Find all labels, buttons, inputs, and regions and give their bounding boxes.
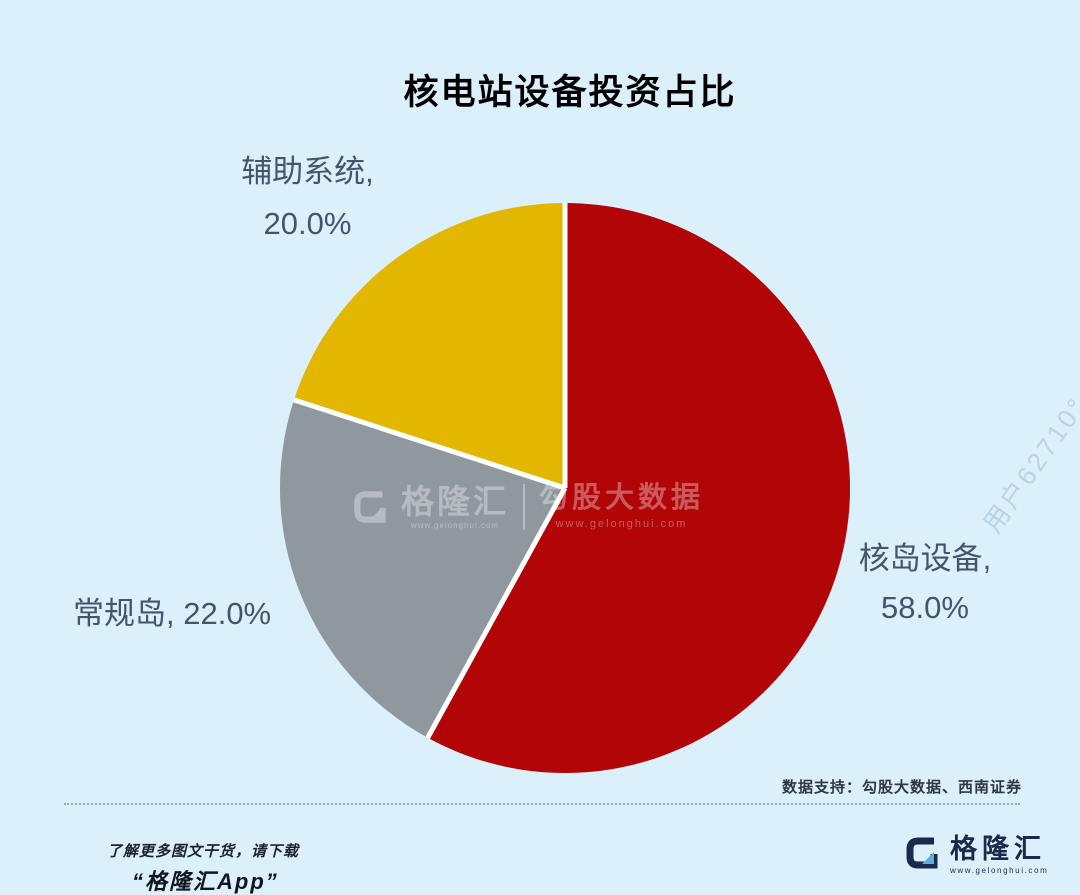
- footer-divider: [64, 803, 1020, 805]
- gelonghui-logo: 格隆汇 www.gelonghui.com: [903, 833, 1048, 875]
- promo-text: 了解更多图文干货，请下载: [107, 843, 300, 860]
- data-source-credit: 数据支持：勾股大数据、西南证券: [781, 779, 1022, 796]
- pie-slice-0: [427, 203, 851, 773]
- slice-label-auxiliary: 辅助系统, 20.0%: [175, 146, 440, 250]
- slice-label-nuclear-value: 58.0%: [881, 590, 969, 625]
- pie-slice-1: [280, 399, 565, 738]
- slice-label-auxiliary-value: 20.0%: [263, 206, 352, 241]
- chart-title: 核电站设备投资占比: [403, 73, 737, 112]
- slice-label-auxiliary-name: 辅助系统,: [241, 154, 374, 189]
- slice-label-nuclear: 核岛设备, 58.0%: [818, 534, 1032, 632]
- pie-slice-separator: [293, 397, 566, 491]
- pie-slice-2: [293, 203, 565, 488]
- gelonghui-logo-text-group: 格隆汇 www.gelonghui.com: [950, 833, 1049, 876]
- slice-label-nuclear-name: 核岛设备,: [858, 541, 992, 576]
- gelonghui-logo-icon: [906, 837, 938, 869]
- pie-slice-separator: [425, 486, 568, 739]
- gelonghui-logo-text: 格隆汇: [950, 834, 1046, 864]
- slice-label-conventional: 常规岛, 22.0%: [73, 596, 272, 631]
- promo-app-name: “格隆汇App”: [132, 869, 279, 894]
- gelonghui-logo-url: www.gelonghui.com: [950, 866, 1049, 875]
